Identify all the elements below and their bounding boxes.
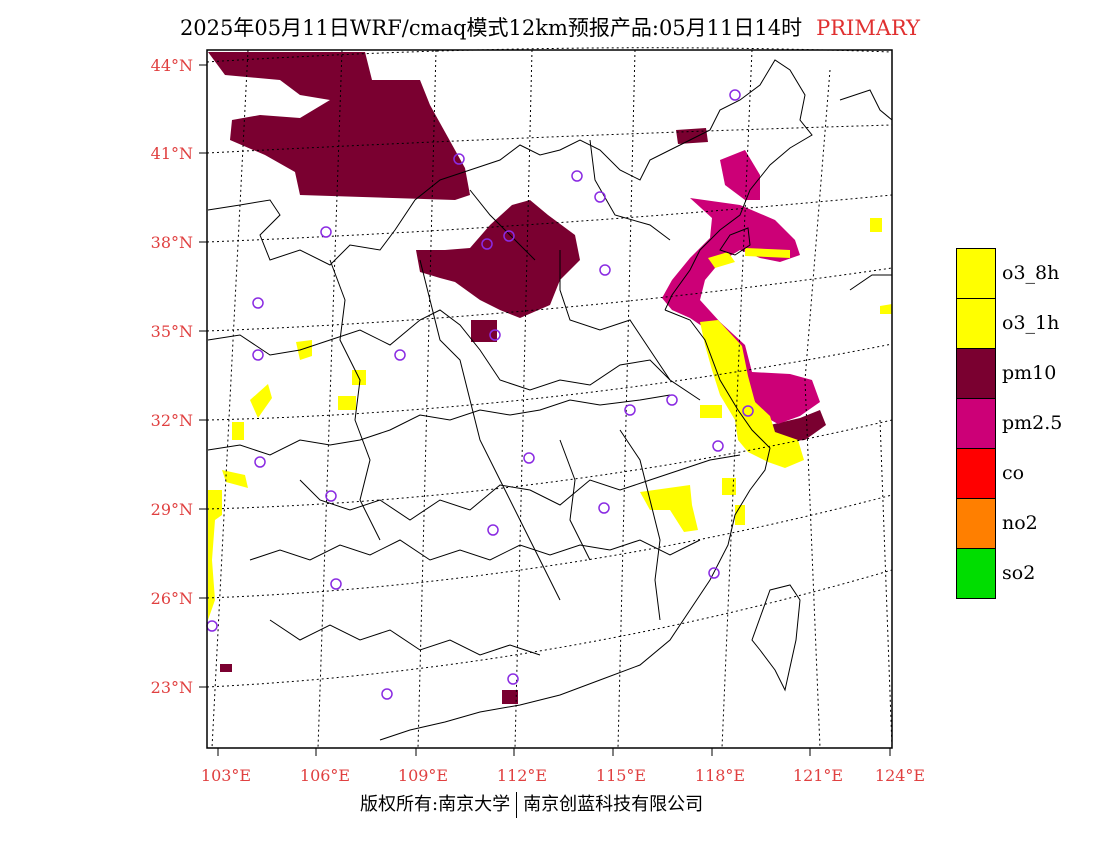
copyright-company: 南京创蓝科技有限公司 — [523, 794, 704, 815]
lon-label-118: 118°E — [695, 766, 745, 785]
legend-swatch — [956, 398, 996, 449]
legend-label: pm2.5 — [1002, 412, 1063, 434]
copyright-footer: 版权所有:南京大学 南京创蓝科技有限公司 — [360, 790, 703, 818]
lon-label-109: 109°E — [398, 766, 448, 785]
longitude-labels: 103°E 106°E 109°E 112°E 115°E 118°E 121°… — [201, 766, 925, 785]
map-title: 2025年05月11日WRF/cmaq模式12km预报产品:05月11日14时 P… — [0, 12, 1100, 42]
lat-label-35: 35°N — [151, 322, 193, 341]
lat-label-26: 26°N — [151, 589, 193, 608]
lon-label-121: 121°E — [793, 766, 843, 785]
legend-swatch — [956, 548, 996, 599]
province-boundaries — [207, 59, 893, 741]
legend-label: pm10 — [1002, 362, 1057, 384]
legend-swatch — [956, 498, 996, 549]
footer-divider — [516, 792, 518, 818]
title-text: 2025年05月11日WRF/cmaq模式12km预报产品:05月11日14时 — [179, 16, 803, 40]
lat-label-38: 38°N — [151, 233, 193, 252]
lon-label-106: 106°E — [300, 766, 350, 785]
o3-regions — [208, 218, 892, 620]
copyright-owner: 版权所有:南京大学 — [360, 794, 511, 815]
latitude-labels: 44°N 41°N 38°N 35°N 32°N 29°N 26°N 23°N — [151, 56, 193, 697]
lat-label-23: 23°N — [151, 678, 193, 697]
lat-label-29: 29°N — [151, 500, 193, 519]
legend-swatch — [956, 298, 996, 349]
legend-label: o3_8h — [1002, 262, 1060, 284]
legend-label: co — [1002, 462, 1025, 484]
legend-label: o3_1h — [1002, 312, 1060, 334]
lat-label-32: 32°N — [151, 411, 193, 430]
lon-label-103: 103°E — [201, 766, 251, 785]
lat-label-44: 44°N — [151, 56, 193, 75]
legend-swatch — [956, 248, 996, 299]
legend-swatch — [956, 348, 996, 399]
legend-label: no2 — [1002, 512, 1038, 534]
graticule — [206, 47, 893, 749]
plot-frame — [206, 49, 893, 749]
legend-swatch — [956, 448, 996, 499]
lon-label-115: 115°E — [596, 766, 646, 785]
primary-tag: PRIMARY — [816, 16, 921, 40]
axis-ticks — [199, 64, 891, 756]
monitoring-stations — [206, 89, 754, 700]
lon-label-112: 112°E — [497, 766, 547, 785]
legend-label: so2 — [1002, 562, 1036, 584]
lat-label-41: 41°N — [151, 144, 193, 163]
lon-label-124: 124°E — [875, 766, 925, 785]
